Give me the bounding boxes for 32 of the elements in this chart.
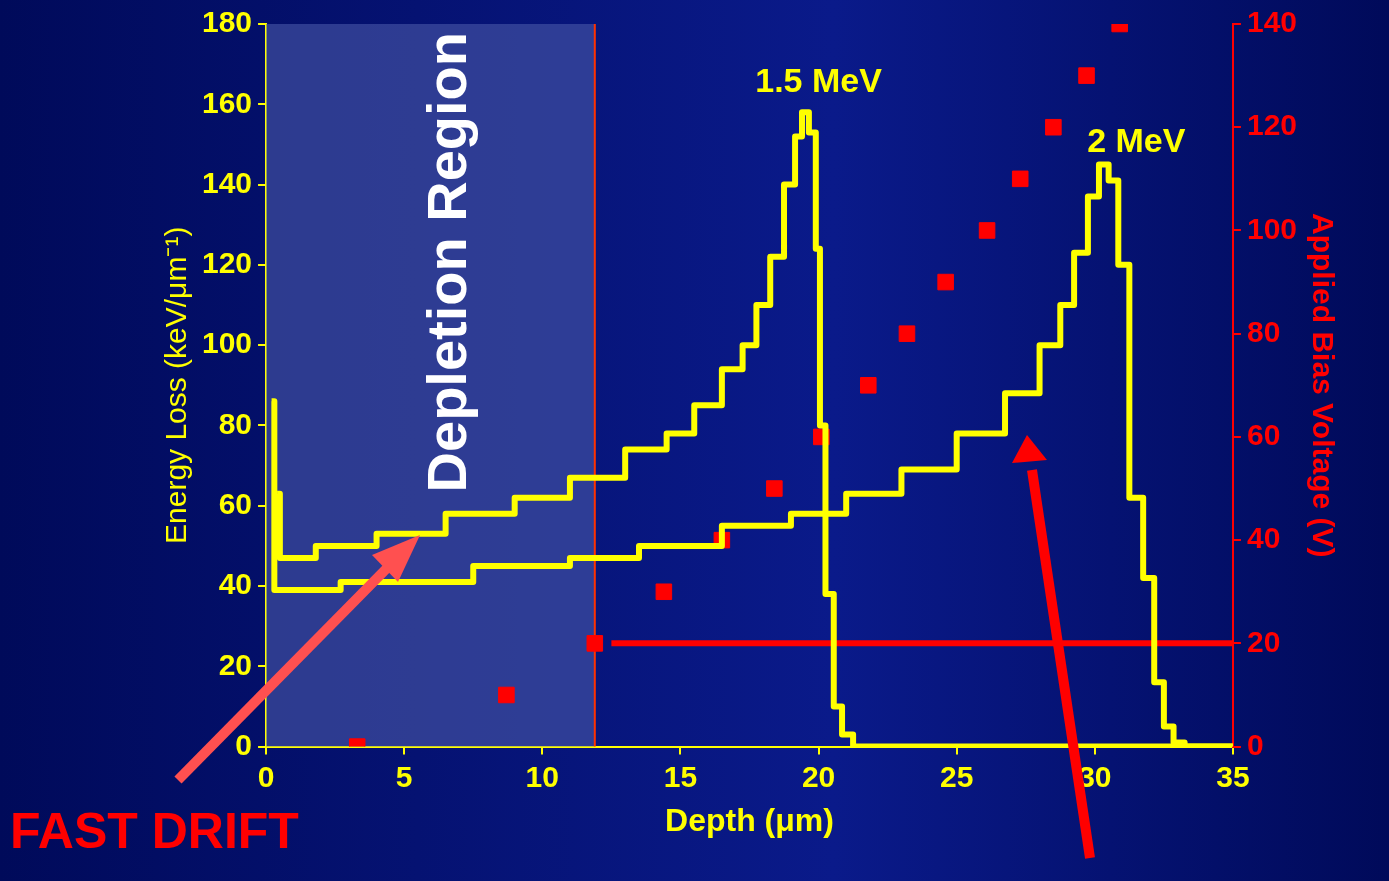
y-tick-label: 160 [201, 85, 253, 119]
text: FAST DRIFT [10, 803, 299, 859]
x-tick-label: 20 [801, 759, 836, 793]
y-tick-label: 180 [201, 5, 253, 39]
y2-tick-label: 40 [1246, 521, 1281, 555]
y2-tick-label: 140 [1246, 5, 1298, 39]
y2-tick-label: 20 [1246, 624, 1281, 658]
y-tick-label: 80 [218, 406, 253, 440]
x-axis-title: Depth (μm) [665, 801, 834, 838]
x-tick-label: 15 [663, 759, 698, 793]
y2-tick-label: 120 [1246, 108, 1298, 142]
y-tick-label: 0 [235, 727, 253, 761]
band-label: Depletion Region [414, 32, 478, 493]
y-tick-label: 20 [218, 647, 253, 681]
annotation: 1.5 MeV [755, 61, 883, 100]
annotation: 2 MeV [1087, 121, 1186, 160]
y2-axis-title: Applied Bias Voltage (V) [1306, 213, 1340, 558]
x-tick-label: 5 [395, 759, 413, 793]
y2-tick-label: 0 [1246, 727, 1264, 761]
y-tick-label: 60 [218, 487, 253, 520]
y2-tick-label: 80 [1246, 314, 1281, 348]
y-tick-label: 140 [201, 165, 253, 199]
x-tick-label: 10 [525, 759, 559, 793]
y-tick-label: 120 [201, 246, 253, 280]
y2-tick-label: 100 [1246, 211, 1298, 245]
x-tick-label: 35 [1216, 759, 1250, 793]
y-tick-label: 40 [218, 567, 253, 601]
y-axis-title: Energy Loss (keV/μm⁻¹) [159, 226, 193, 544]
x-tick-label: 0 [257, 759, 275, 793]
y-tick-label: 100 [201, 326, 253, 360]
x-tick-label: 25 [940, 759, 974, 793]
y2-tick-label: 60 [1246, 418, 1281, 452]
